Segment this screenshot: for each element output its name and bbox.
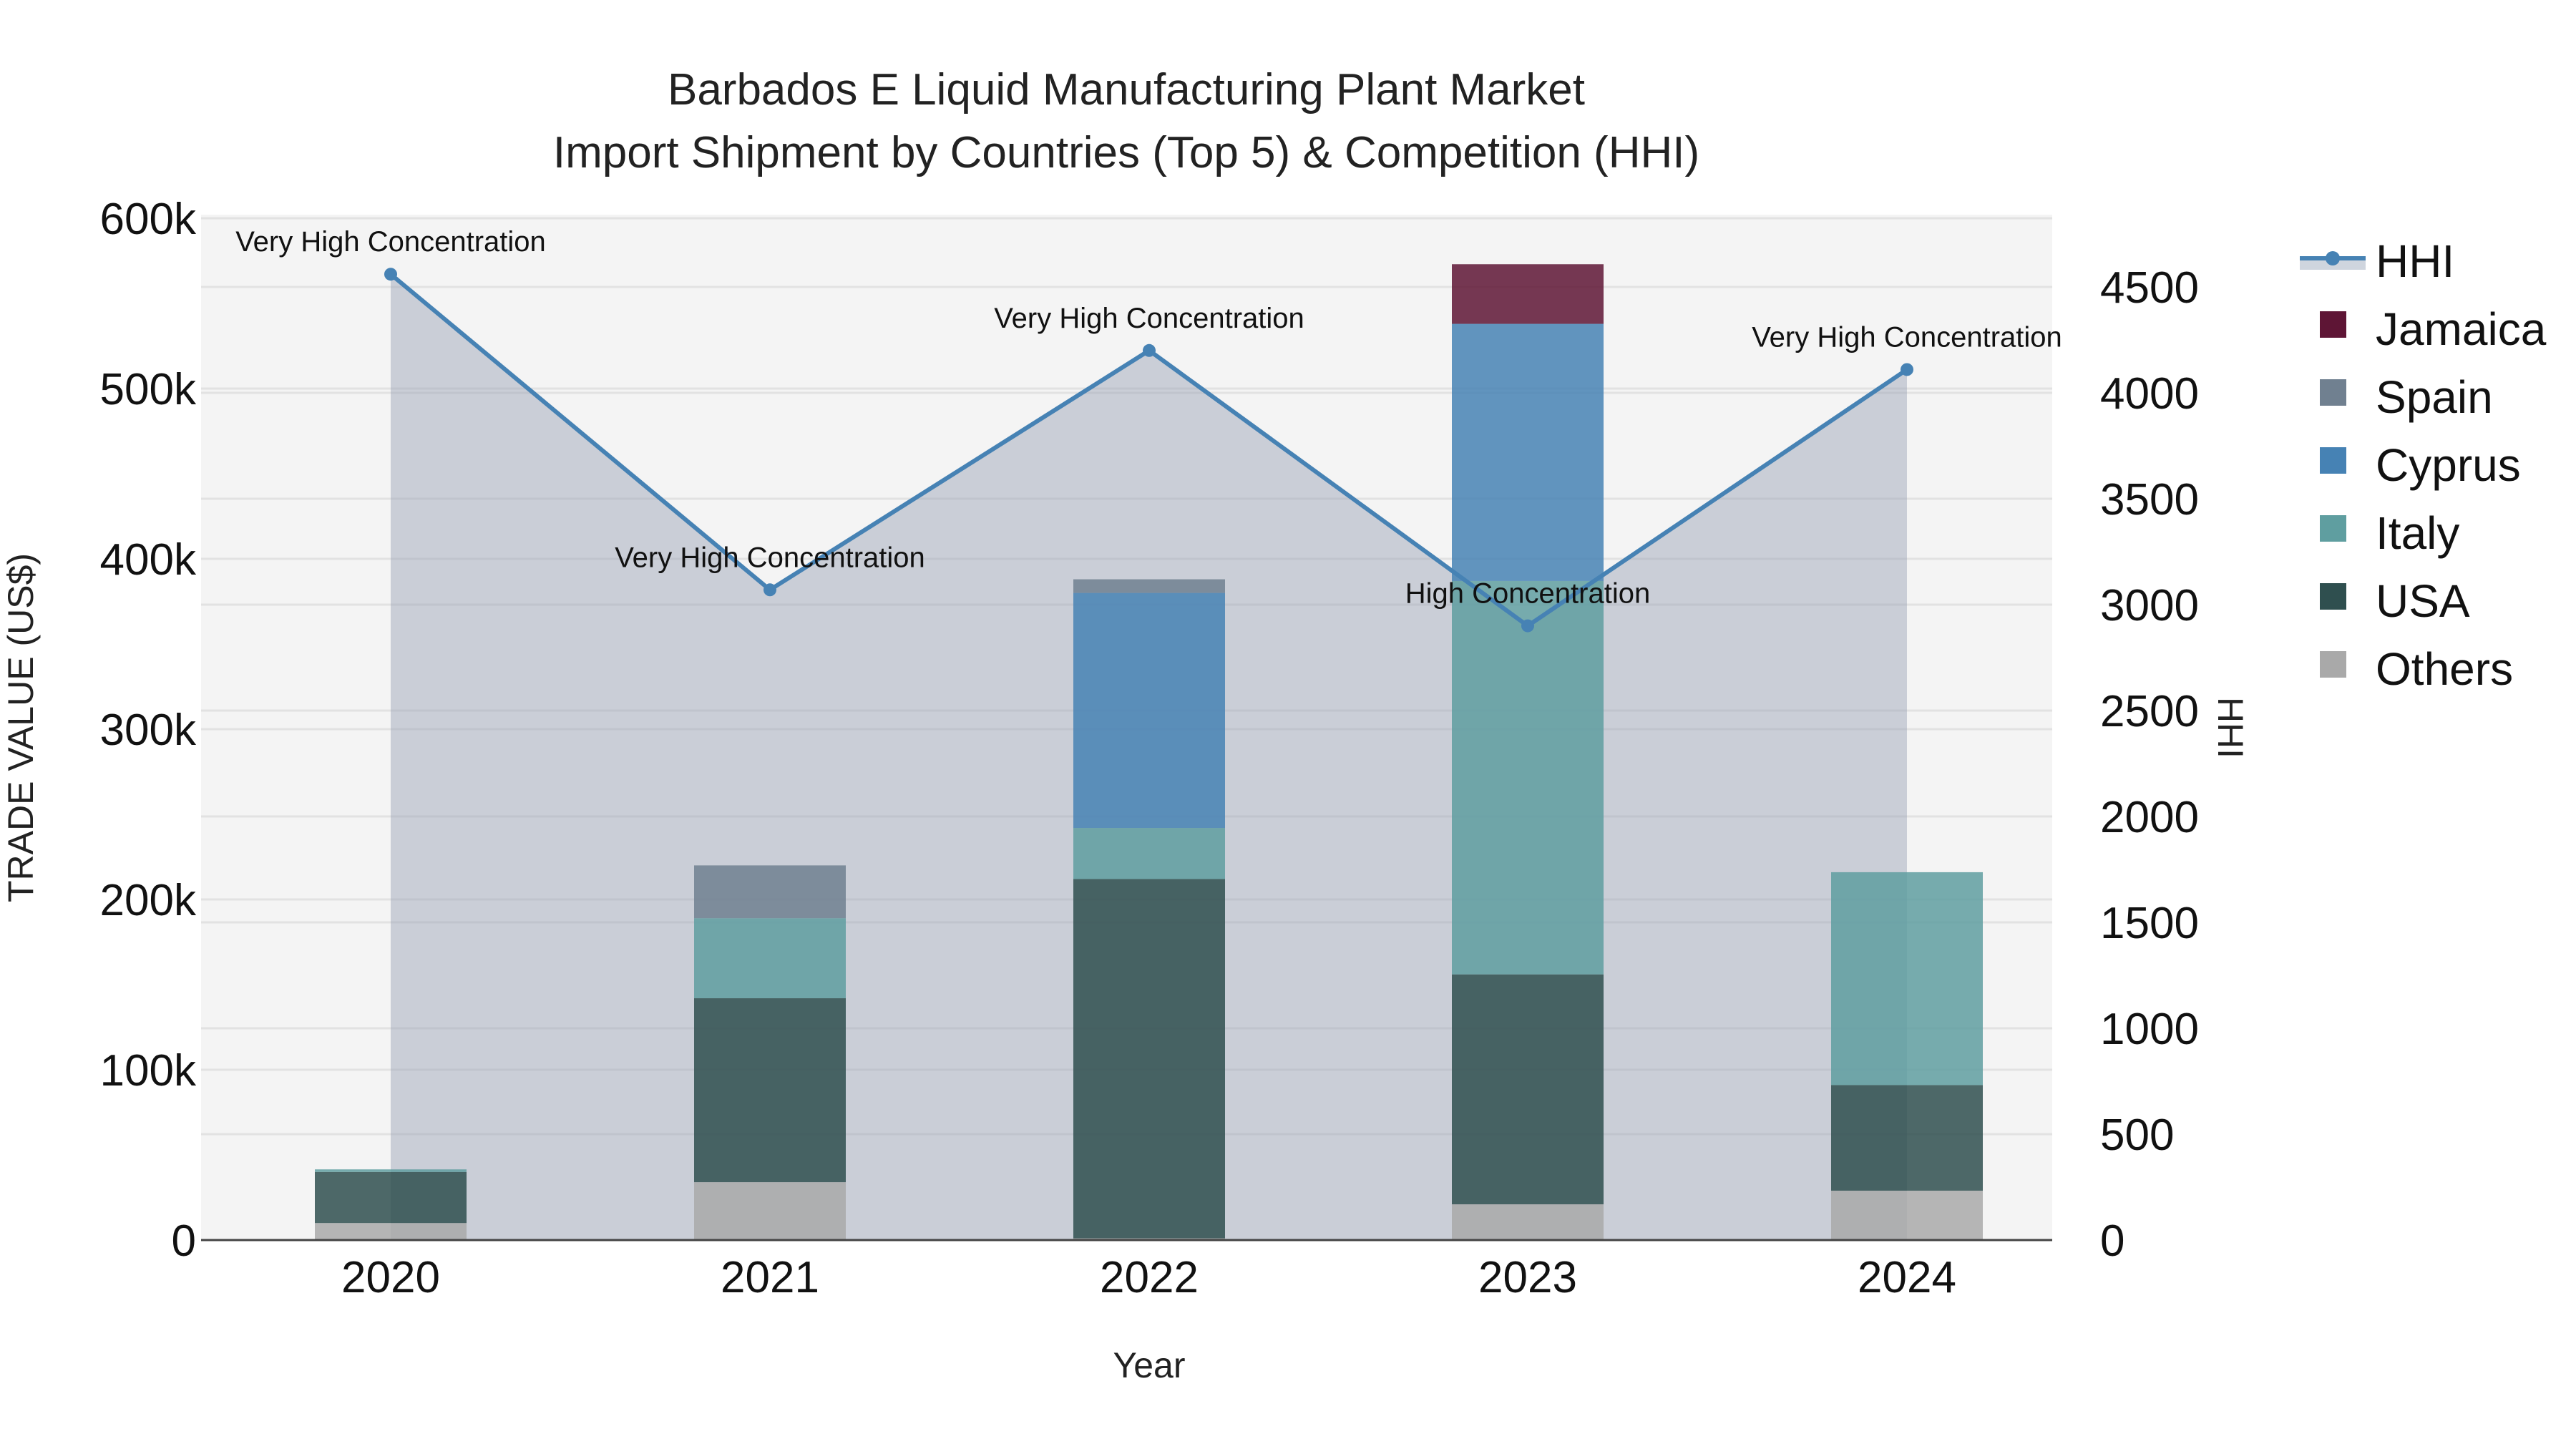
legend-item-usa[interactable]: USA [2320,575,2470,627]
italy-swatch-icon [2320,515,2346,542]
bar-segment-usa-2024[interactable] [1831,1085,1983,1191]
legend: HHI Jamaica Spain Cyprus Italy USA Others [2300,235,2547,695]
cyprus-swatch-icon [2320,447,2346,474]
y-left-tick: 600k [100,195,197,244]
hhi-marker-2023[interactable] [1521,619,1534,633]
hhi-marker-2021[interactable] [763,583,776,597]
bar-segment-others-2024[interactable] [1831,1190,1983,1240]
chart-title-line1: Barbados E Liquid Manufacturing Plant Ma… [668,65,1585,114]
hhi-line [384,268,1913,633]
legend-item-hhi[interactable]: HHI [2300,235,2454,287]
stacked-bars [315,264,1983,1240]
bar-segment-spain-2022[interactable] [1073,579,1225,593]
bar-segment-cyprus-2022[interactable] [1073,592,1225,829]
hhi-annotation-2021: Very High Concentration [615,542,925,573]
legend-label: Cyprus [2376,439,2521,491]
legend-item-jamaica[interactable]: Jamaica [2320,303,2547,355]
y-axis-right-ticks: 0 500 1000 1500 2000 2500 3000 3500 4000 4500 [2100,263,2199,1266]
legend-label: Others [2376,643,2513,695]
legend-label: USA [2376,575,2470,627]
hhi-annotation-2024: Very High Concentration [1752,321,2062,353]
legend-label: HHI [2376,235,2454,287]
bar-segment-spain-2021[interactable] [694,865,846,919]
y-left-tick: 0 [172,1216,196,1266]
bar-segment-italy-2021[interactable] [694,918,846,999]
others-swatch-icon [2320,651,2346,678]
chart-title-line2: Import Shipment by Countries (Top 5) & C… [553,128,1699,177]
hhi-marker-2022[interactable] [1143,343,1156,357]
y-right-tick: 1500 [2100,899,2199,948]
y-right-tick: 4500 [2100,263,2199,313]
bar-segment-italy-2024[interactable] [1831,872,1983,1085]
x-tick-2020: 2020 [341,1253,440,1302]
usa-swatch-icon [2320,583,2346,610]
y-axis-right-title: HHI [2210,697,2250,758]
y-right-tick: 2000 [2100,793,2199,842]
hhi-annotation-2023: High Concentration [1405,578,1650,610]
y-right-tick: 0 [2100,1216,2124,1266]
legend-label: Spain [2376,371,2493,423]
hhi-annotation-2022: Very High Concentration [994,303,1304,334]
bar-segment-italy-2023[interactable] [1452,580,1604,975]
bar-segment-usa-2020[interactable] [315,1171,467,1224]
bar-segment-cyprus-2023[interactable] [1452,323,1604,581]
hhi-marker-2020[interactable] [384,268,397,281]
bar-segment-usa-2021[interactable] [694,998,846,1183]
y-right-tick: 2500 [2100,687,2199,736]
legend-item-others[interactable]: Others [2320,643,2513,695]
y-axis-left-ticks: 0 100k 200k 300k 400k 500k 600k [100,195,197,1266]
bar-segment-usa-2022[interactable] [1073,879,1225,1239]
y-left-tick: 500k [100,365,197,414]
bar-segment-others-2021[interactable] [694,1182,846,1240]
bar-segment-italy-2020[interactable] [315,1169,467,1172]
bar-segment-italy-2022[interactable] [1073,828,1225,879]
hhi-marker-2024[interactable] [1901,363,1913,376]
y-right-tick: 4000 [2100,369,2199,419]
y-right-tick: 3500 [2100,475,2199,525]
y-left-tick: 300k [100,706,197,755]
x-tick-2024: 2024 [1858,1253,1956,1302]
spain-swatch-icon [2320,379,2346,406]
y-axis-left-title: TRADE VALUE (US$) [1,553,41,902]
x-tick-2023: 2023 [1478,1253,1577,1302]
x-axis-ticks: 2020 2021 2022 2023 2024 [341,1253,1956,1302]
x-tick-2022: 2022 [1100,1253,1199,1302]
bar-segment-usa-2023[interactable] [1452,974,1604,1205]
legend-label: Jamaica [2376,303,2547,355]
y-right-tick: 1000 [2100,1005,2199,1054]
bar-segment-others-2023[interactable] [1452,1204,1604,1240]
jamaica-swatch-icon [2320,311,2346,338]
bar-segment-jamaica-2023[interactable] [1452,264,1604,324]
y-right-tick: 500 [2100,1111,2174,1160]
legend-item-cyprus[interactable]: Cyprus [2320,439,2521,491]
y-left-tick: 100k [100,1046,197,1096]
x-tick-2021: 2021 [721,1253,819,1302]
y-left-tick: 200k [100,876,197,925]
legend-item-italy[interactable]: Italy [2320,507,2459,559]
y-left-tick: 400k [100,535,197,585]
bar-segment-others-2020[interactable] [315,1223,467,1240]
hhi-annotations: Very High Concentration Very High Concent… [235,226,2062,609]
x-axis-title: Year [1113,1345,1185,1385]
y-right-tick: 3000 [2100,581,2199,630]
legend-label: Italy [2376,507,2459,559]
legend-item-spain[interactable]: Spain [2320,371,2493,423]
hhi-legend-marker-icon [2326,251,2340,265]
hhi-annotation-2020: Very High Concentration [235,226,546,258]
